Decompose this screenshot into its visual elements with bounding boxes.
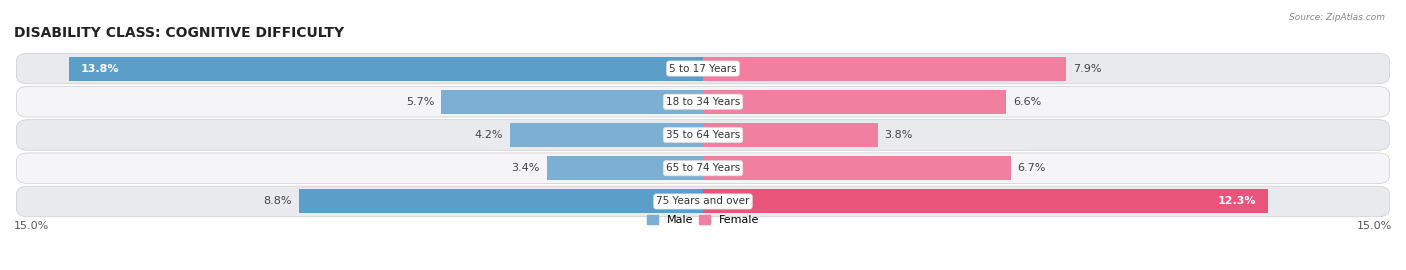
Bar	[510, 123, 703, 147]
Text: 65 to 74 Years: 65 to 74 Years	[666, 163, 740, 173]
Bar	[703, 57, 1066, 80]
Bar	[703, 156, 1011, 180]
Bar	[703, 123, 877, 147]
Bar	[703, 190, 1268, 213]
Text: 6.7%: 6.7%	[1018, 163, 1046, 173]
Legend: Male, Female: Male, Female	[643, 210, 763, 230]
Text: 5.7%: 5.7%	[406, 97, 434, 107]
FancyBboxPatch shape	[17, 153, 1389, 184]
Bar	[703, 90, 1007, 114]
Text: 6.6%: 6.6%	[1012, 97, 1042, 107]
Bar	[441, 90, 703, 114]
Text: 75 Years and over: 75 Years and over	[657, 197, 749, 207]
FancyBboxPatch shape	[17, 86, 1389, 117]
Bar	[299, 190, 703, 213]
Text: 4.2%: 4.2%	[475, 130, 503, 140]
Text: 7.9%: 7.9%	[1073, 63, 1101, 73]
Text: 3.8%: 3.8%	[884, 130, 912, 140]
FancyBboxPatch shape	[17, 120, 1389, 150]
Text: Source: ZipAtlas.com: Source: ZipAtlas.com	[1289, 14, 1385, 22]
Text: 5 to 17 Years: 5 to 17 Years	[669, 63, 737, 73]
Text: 18 to 34 Years: 18 to 34 Years	[666, 97, 740, 107]
Text: 13.8%: 13.8%	[80, 63, 120, 73]
Bar	[547, 156, 703, 180]
Text: 15.0%: 15.0%	[14, 221, 49, 231]
FancyBboxPatch shape	[17, 53, 1389, 84]
Text: DISABILITY CLASS: COGNITIVE DIFFICULTY: DISABILITY CLASS: COGNITIVE DIFFICULTY	[14, 26, 344, 40]
Bar	[69, 57, 703, 80]
Text: 35 to 64 Years: 35 to 64 Years	[666, 130, 740, 140]
Text: 15.0%: 15.0%	[1357, 221, 1392, 231]
FancyBboxPatch shape	[17, 186, 1389, 217]
Text: 8.8%: 8.8%	[263, 197, 292, 207]
Text: 3.4%: 3.4%	[512, 163, 540, 173]
Text: 12.3%: 12.3%	[1218, 197, 1257, 207]
